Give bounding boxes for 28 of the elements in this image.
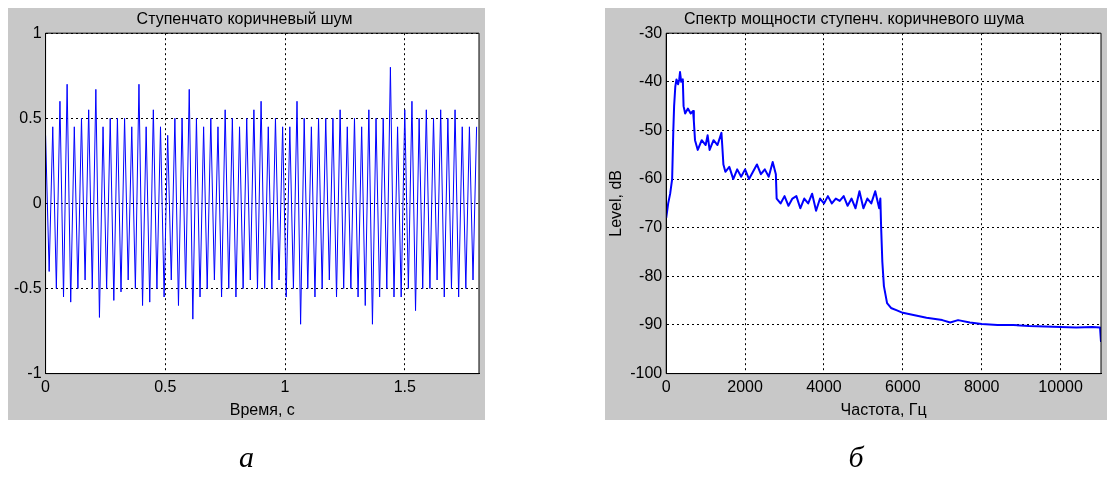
x-tick-label: 4000 — [806, 377, 842, 395]
y-tick-label: -70 — [639, 218, 663, 236]
x-axis-title: Время, с — [229, 400, 295, 418]
y-tick-label: -100 — [630, 364, 663, 382]
x-tick-label: 2000 — [727, 377, 763, 395]
y-tick-label: -80 — [639, 266, 663, 284]
y-tick-label: 0.5 — [19, 108, 42, 126]
y-tick-label: 0 — [32, 193, 42, 211]
x-tick-label: 6000 — [885, 377, 921, 395]
y-tick-label: -60 — [639, 169, 663, 187]
x-tick-label: 0.5 — [154, 377, 177, 395]
x-tick-label: 8000 — [963, 377, 1000, 395]
x-tick-label: 10000 — [1038, 377, 1083, 395]
y-tick-label: -40 — [639, 72, 663, 90]
y-tick-label: -90 — [639, 315, 663, 333]
chart-title: Спектр мощности ступенч. коричневого шума — [683, 10, 1025, 28]
chart-title: Ступенчато коричневый шум — [136, 10, 353, 28]
y-tick-label: -1 — [27, 364, 42, 382]
x-axis-title: Частота, Гц — [840, 400, 927, 418]
y-tick-label: -30 — [639, 23, 663, 41]
x-tick-label: 1.5 — [393, 377, 416, 395]
text: б — [847, 440, 865, 474]
y-tick-label: 1 — [32, 23, 42, 41]
y-tick-label: -0.5 — [13, 278, 42, 296]
x-tick-label: 1 — [280, 377, 290, 395]
y-axis-title: Level, dB — [607, 170, 625, 237]
text: а — [238, 440, 255, 474]
y-tick-label: -50 — [639, 120, 663, 138]
